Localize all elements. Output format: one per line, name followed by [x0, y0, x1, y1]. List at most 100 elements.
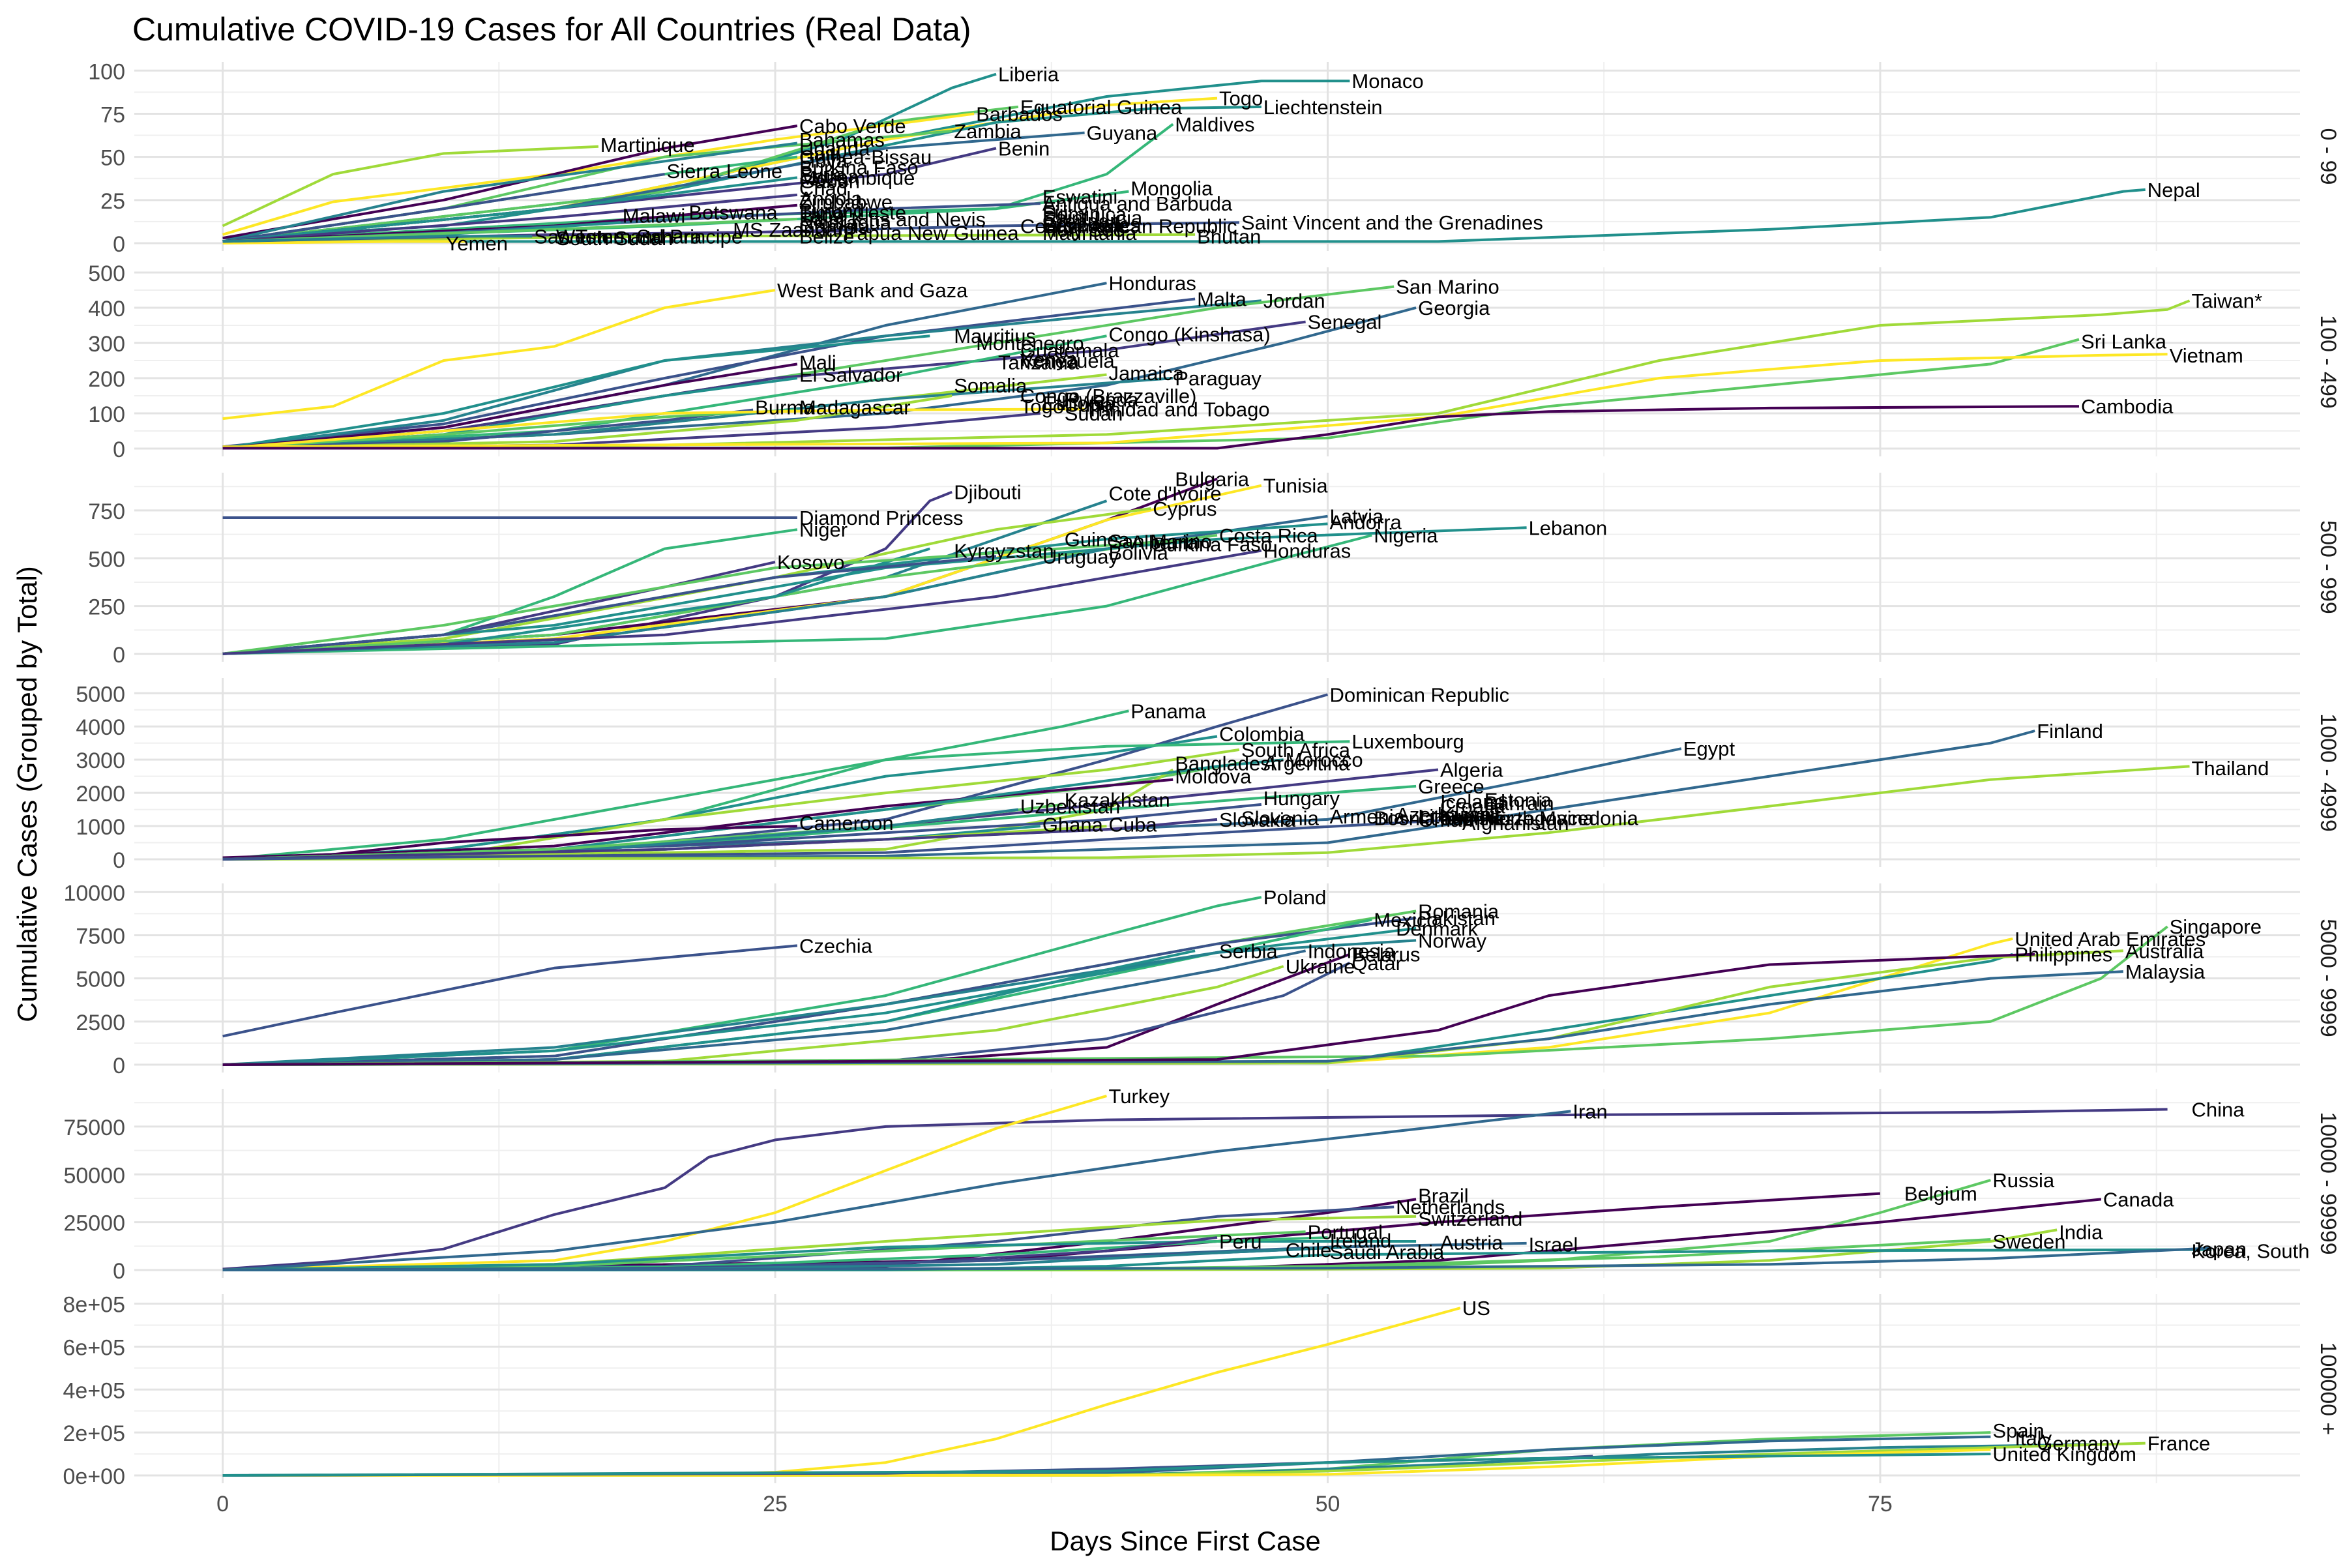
series-label: Norway — [1418, 929, 1487, 952]
series-label: Greece — [1418, 775, 1484, 798]
series-label: Mali — [799, 351, 836, 374]
series-line — [222, 362, 798, 450]
series-label: Poland — [1263, 886, 1327, 909]
series-label: Sweden — [1992, 1230, 2065, 1253]
series-line — [222, 949, 2123, 1066]
series-label: Jamaica — [1109, 362, 1185, 385]
series-line — [222, 353, 2168, 449]
y-tick-label: 2e+05 — [63, 1421, 126, 1446]
series-label: Antigua and Barbuda — [1042, 192, 1233, 215]
series-label: Seychelles — [1042, 213, 1140, 236]
series-line — [222, 1110, 1571, 1271]
series-line — [222, 334, 1107, 450]
y-tick-label: 7500 — [76, 924, 125, 949]
series-label: Saint Lucia — [1042, 206, 1143, 229]
series-label: Albania — [1130, 531, 1198, 554]
facet-strip-label: 500 - 999 — [2316, 520, 2340, 614]
series-line — [222, 193, 798, 243]
series-label: Diamond Princess — [799, 507, 964, 529]
series-label: Romania — [1418, 900, 1499, 923]
panel: 0 250 500 750 Djibouti Bulgaria Tunisia Cote d'… — [88, 467, 2340, 668]
series-line — [222, 949, 1306, 1066]
y-tick-label: 200 — [88, 367, 125, 392]
series-label: Thailand — [2192, 757, 2269, 780]
series-line — [222, 939, 1417, 1066]
series-label: Colombia — [1219, 722, 1305, 745]
y-axis-title: Cumulative Cases (Grouped by Total) — [12, 566, 42, 1022]
series-label: Brazil — [1418, 1185, 1469, 1207]
y-tick-label: 3000 — [76, 748, 125, 773]
y-tick-label: 50000 — [63, 1163, 125, 1188]
series-label: Paraguay — [1175, 367, 1262, 390]
y-tick-label: 0 — [113, 437, 125, 462]
series-label: Vietnam — [2170, 344, 2243, 367]
series-label: Belize — [799, 225, 854, 248]
series-label: South Africa — [1241, 739, 1351, 762]
series-label: Madagascar — [799, 396, 911, 419]
series-line — [222, 217, 797, 243]
series-label: Central African Republic — [1020, 215, 1237, 238]
x-tick-label: 25 — [763, 1492, 788, 1516]
series-line — [222, 953, 2035, 1066]
series-label: Zimbabwe — [799, 190, 893, 213]
series-label: Kyrgyzstan — [954, 540, 1054, 563]
series-label: Dominican Republic — [1329, 683, 1509, 706]
y-tick-label: 8e+05 — [63, 1293, 126, 1318]
series-label: Luxembourg — [1351, 730, 1464, 753]
series-label: Honduras — [1263, 540, 1351, 563]
series-line — [222, 818, 1218, 861]
series-line — [222, 289, 776, 421]
series-label: India — [2059, 1220, 2103, 1243]
series-label: Djibouti — [954, 481, 1021, 504]
series-label: Estonia — [1484, 788, 1552, 811]
series-line — [222, 1192, 1881, 1271]
series-label: Bahrain — [1484, 791, 1554, 814]
series-label: Korea, South — [2192, 1240, 2310, 1263]
x-tick-label: 50 — [1316, 1492, 1340, 1516]
series-label: Bahamas — [799, 128, 885, 151]
y-tick-label: 500 — [88, 547, 125, 572]
y-tick-label: 4e+05 — [63, 1378, 126, 1403]
series-label: Czechia — [799, 934, 873, 957]
series-label: San Marino — [1109, 530, 1213, 553]
series-label: Ukraine — [1286, 955, 1355, 978]
series-label: Panama — [1130, 700, 1206, 722]
series-label: Cuba — [1109, 814, 1158, 836]
series-label: Morocco — [1286, 748, 1363, 771]
series-label: Dominica — [1042, 203, 1127, 226]
series-label: Singapore — [2170, 915, 2262, 938]
series-label: Haiti — [799, 142, 840, 165]
series-label: Mauritania — [1042, 222, 1137, 244]
panel: 0 1000 2000 3000 4000 5000 Dominican Republic P… — [76, 678, 2340, 873]
series-label: Mexico — [1374, 909, 1438, 932]
series-label: Togo — [1020, 395, 1064, 418]
series-label: Argentina — [1263, 752, 1350, 775]
series-line — [222, 405, 2080, 450]
series-label: Georgia — [1418, 297, 1490, 319]
series-label: Togo — [1219, 87, 1263, 110]
series-label: Benin — [998, 137, 1050, 160]
series-label: Saudi Arabia — [1329, 1241, 1445, 1264]
y-tick-label: 75 — [100, 102, 125, 127]
series-label: Gambia — [799, 215, 870, 238]
series-label: Niger — [799, 518, 848, 541]
series-label: Russia — [1992, 1169, 2055, 1192]
facet-strip-label: 100 - 499 — [2316, 315, 2340, 409]
y-tick-label: 1000 — [76, 815, 125, 840]
panel: 0 100 200 300 400 500 West Bank and Gaza Hondur… — [88, 261, 2340, 462]
series-label: North Macedonia — [1484, 806, 1639, 829]
series-label: Taiwan* — [2192, 289, 2263, 312]
series-label: Oman — [1418, 808, 1473, 831]
series-line — [222, 778, 1174, 861]
series-label: Monaco — [1351, 70, 1423, 93]
series-label: Syria — [799, 163, 846, 186]
facet-strip-label: 5000 - 9999 — [2316, 919, 2340, 1037]
panel: 0 2500 5000 7500 10000 Czechia Poland RomaniaPa… — [63, 881, 2340, 1078]
series-line — [222, 970, 2123, 1066]
series-label: Uruguay — [1042, 545, 1119, 568]
series-label: Cyprus — [1153, 497, 1217, 520]
series-label: Malawi — [623, 205, 685, 228]
series-line — [222, 407, 1085, 450]
series-label: Tunisia — [1263, 475, 1329, 497]
series-line — [222, 176, 798, 243]
